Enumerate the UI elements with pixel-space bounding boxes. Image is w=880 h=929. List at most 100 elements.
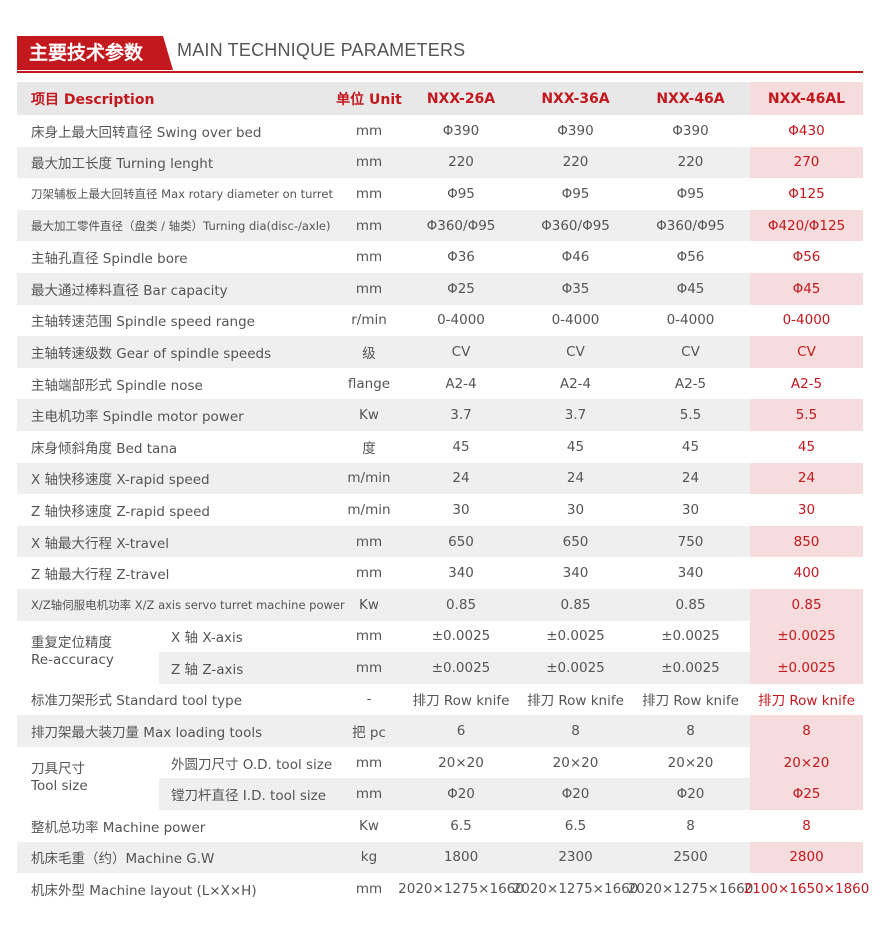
row-value-model-3: 5.5: [679, 407, 702, 424]
row-value-model-3: 45: [681, 438, 700, 455]
row-value-model-4: Φ430: [788, 122, 825, 139]
row-description: X/Z轴伺服电机功率 X/Z axis servo turret machine…: [31, 597, 345, 612]
row-sub-description: 镗刀杆直径 I.D. tool size: [171, 788, 327, 805]
header-model-3: NXX-46A: [656, 90, 725, 107]
table-row: 最大通过棒料直径 Bar capacity mm Φ25 Φ35 Φ45 Φ45: [17, 272, 863, 305]
row-value-model-4: 400: [793, 565, 820, 582]
row-description: Z 轴最大行程 Z-travel: [31, 567, 170, 584]
table-row: X 轴最大行程 X-travel mm 650 650 750 850: [17, 525, 863, 558]
table-row: 床身上最大回转直径 Swing over bed mm Φ390 Φ390 Φ390 Φ4…: [17, 115, 863, 147]
row-description: X 轴最大行程 X-travel: [31, 535, 169, 552]
row-value-model-3: 2500: [673, 849, 708, 866]
row-value-model-1: 2020×1275×1660: [398, 881, 524, 898]
row-value-model-2: 3.7: [564, 407, 587, 424]
row-value-model-2: A2-4: [559, 375, 592, 392]
header-unit: 单位 Unit: [336, 91, 402, 108]
row-value-model-1: Φ20: [447, 786, 475, 803]
row-value-model-3: 30: [681, 501, 700, 518]
row-value-model-2: 20×20: [552, 754, 599, 771]
table-row: 标准刀架形式 Standard tool type - 排刀 Row knife 排刀…: [17, 684, 863, 716]
row-unit: mm: [355, 217, 383, 234]
row-value-model-1: 6: [456, 723, 466, 740]
row-unit: Kw: [359, 817, 379, 834]
row-value-model-2: 2020×1275×1660: [512, 881, 639, 898]
row-description: 主电机功率 Spindle motor power: [31, 409, 244, 426]
table-row: 主轴转速范围 Spindle speed range r/min 0-4000 0-4…: [17, 305, 863, 337]
row-unit: mm: [355, 154, 383, 171]
row-value-model-4: Φ125: [788, 185, 825, 202]
row-value-model-2: 2300: [558, 849, 593, 866]
row-value-model-2: Φ46: [561, 249, 590, 266]
title-english: MAIN TECHNIQUE PARAMETERS: [177, 40, 466, 60]
title-chinese: 主要技术参数: [17, 36, 173, 70]
row-unit: -: [366, 691, 372, 708]
row-value-model-3: Φ95: [676, 185, 705, 202]
row-description: 最大通过棒料直径 Bar capacity: [31, 282, 228, 299]
row-value-model-3: A2-5: [674, 375, 707, 392]
row-value-model-3: 220: [677, 154, 704, 171]
table-row: Z 轴最大行程 Z-travel mm 340 340 340 400: [17, 557, 863, 589]
row-unit: flange: [347, 375, 391, 392]
row-description: 床身倾斜角度 Bed tana: [31, 440, 178, 457]
row-value-model-1: Φ25: [447, 280, 475, 297]
row-description: 主轴孔直径 Spindle bore: [31, 251, 188, 268]
row-unit: m/min: [347, 470, 391, 487]
row-description: 机床外型 Machine layout (L×X×H): [31, 883, 257, 900]
table-row: 主轴孔直径 Spindle bore mm Φ36 Φ46 Φ56 Φ56: [17, 241, 863, 273]
row-description: 最大加工长度 Turning lenght: [31, 156, 214, 173]
row-value-model-1: CV: [451, 343, 471, 360]
row-unit: 度: [362, 440, 376, 457]
table-row: X/Z轴伺服电机功率 X/Z axis servo turret machine…: [17, 588, 863, 621]
row-unit: mm: [355, 881, 383, 898]
row-value-model-2: 30: [566, 501, 585, 518]
row-value-model-2: Φ390: [557, 122, 594, 139]
row-value-model-3: 0.85: [675, 596, 706, 613]
row-value-model-1: 340: [448, 565, 474, 582]
row-value-model-1: 30: [452, 501, 470, 518]
row-unit: mm: [355, 122, 383, 139]
table-row: X 轴 X-axis mm ±0.0025 ±0.0025 ±0.0025 ±0.0025: [17, 620, 863, 653]
row-value-model-4: 45: [797, 438, 816, 455]
row-value-model-3: 20×20: [667, 754, 714, 771]
row-description: 主轴转速级数 Gear of spindle speeds: [31, 345, 272, 362]
row-value-model-4: 20×20: [750, 746, 863, 779]
row-value-model-1: 220: [448, 154, 474, 171]
table-row: Z 轴 Z-axis mm ±0.0025 ±0.0025 ±0.0025 ±0.0025: [17, 652, 863, 684]
row-unit: r/min: [351, 312, 387, 329]
row-value-model-3: CV: [681, 343, 700, 360]
row-value-model-4: 270: [750, 146, 863, 179]
row-value-model-1: 20×20: [438, 754, 484, 771]
row-unit: m/min: [347, 501, 391, 518]
row-unit: mm: [355, 754, 383, 771]
row-value-model-4: A2-5: [790, 375, 823, 392]
header-model-4: NXX-46AL: [750, 82, 863, 115]
row-value-model-2: 0.85: [560, 596, 591, 613]
row-value-model-1: ±0.0025: [431, 659, 491, 676]
row-unit: 级: [362, 345, 376, 362]
row-unit: kg: [360, 849, 378, 866]
row-description: 刀架辅板上最大回转直径 Max rotary diameter on turre…: [31, 186, 333, 201]
row-description: 主轴转速范围 Spindle speed range: [31, 314, 255, 331]
row-unit: mm: [355, 659, 383, 676]
accuracy-group: 重复定位精度 Re-accuracy X 轴 X-axis mm ±0.0025 ±0…: [17, 620, 863, 684]
row-unit: Kw: [359, 596, 379, 613]
table-row: 排刀架最大装刀量 Max loading tools 把 pc 6 8 8 8: [17, 715, 863, 747]
row-value-model-1: Φ36: [447, 249, 475, 266]
table-row: 主轴端部形式 Spindle nose flange A2-4 A2-4 A2-5 A2-…: [17, 368, 863, 400]
row-value-model-4: CV: [750, 336, 863, 368]
row-value-model-3: Φ360/Φ95: [656, 217, 725, 234]
row-unit: mm: [355, 533, 383, 550]
row-value-model-2: 220: [562, 154, 589, 171]
row-value-model-2: 排刀 Row knife: [527, 693, 624, 710]
row-value-model-3: 2020×1275×1660: [627, 881, 754, 898]
table-row: 床身倾斜角度 Bed tana 度 45 45 45 45: [17, 431, 863, 463]
row-value-model-2: Φ20: [561, 786, 590, 803]
row-unit: 把 pc: [352, 725, 386, 742]
tool-size-label-cn: 刀具尺寸: [31, 761, 85, 778]
table-row: 主轴转速级数 Gear of spindle speeds 级 CV CV CV CV: [17, 336, 863, 368]
table-header: 项目 Description 单位 Unit NXX-26A NXX-36A N…: [17, 82, 863, 115]
row-description: 排刀架最大装刀量 Max loading tools: [31, 725, 263, 742]
header-model-2: NXX-36A: [541, 90, 610, 107]
header-description: 项目 Description: [31, 91, 155, 108]
row-value-model-4: Φ56: [792, 249, 821, 266]
